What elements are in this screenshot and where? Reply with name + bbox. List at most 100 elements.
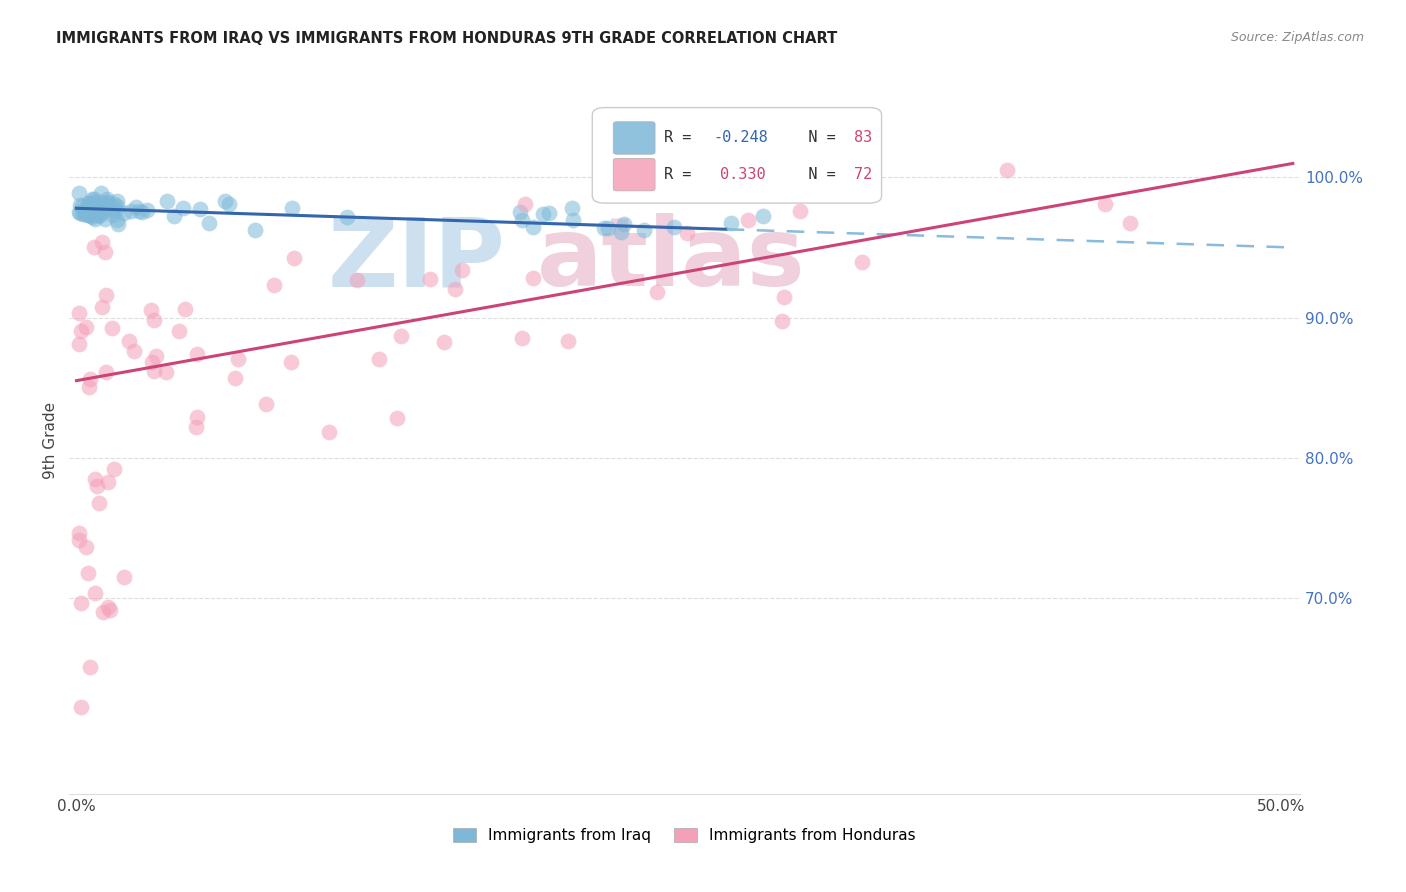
- Point: [96, 192, 118, 206]
- Point: [83, 195, 105, 210]
- Point: [76, 566, 98, 580]
- Point: [645, 285, 668, 299]
- Point: [75, 207, 97, 221]
- Point: [83, 192, 105, 206]
- Point: [598, 220, 620, 235]
- Point: [105, 194, 128, 209]
- Point: [91, 605, 114, 619]
- Point: [77, 208, 100, 222]
- Point: [70, 700, 93, 714]
- Point: [280, 354, 302, 368]
- Point: [79, 660, 101, 674]
- Point: [97, 195, 120, 210]
- Point: [142, 312, 165, 326]
- Point: [117, 334, 139, 348]
- Point: [135, 202, 157, 217]
- Point: [80, 192, 103, 206]
- Point: [633, 223, 655, 237]
- Point: [91, 235, 114, 250]
- Point: [70, 324, 93, 338]
- Point: [83, 211, 105, 226]
- Point: [87, 202, 110, 216]
- Point: [770, 314, 793, 328]
- Point: [79, 209, 101, 223]
- Point: [224, 371, 246, 385]
- Point: [156, 194, 179, 209]
- Text: N =: N =: [780, 130, 845, 145]
- Point: [510, 331, 533, 345]
- Point: [522, 219, 544, 234]
- Point: [79, 207, 101, 221]
- Point: [610, 225, 633, 239]
- Point: [593, 221, 616, 235]
- Point: [145, 350, 167, 364]
- Point: [557, 334, 579, 348]
- Point: [662, 220, 685, 235]
- Point: [125, 200, 148, 214]
- Point: [218, 197, 240, 211]
- Point: [346, 272, 368, 286]
- Point: [531, 207, 554, 221]
- Point: [76, 195, 98, 210]
- Point: [87, 200, 110, 214]
- Point: [94, 201, 117, 215]
- Point: [186, 347, 208, 361]
- Text: ZIP: ZIP: [328, 213, 506, 306]
- Point: [75, 540, 97, 554]
- Point: [444, 282, 467, 296]
- Point: [82, 210, 104, 224]
- Point: [752, 209, 775, 223]
- Point: [82, 201, 104, 215]
- Point: [79, 372, 101, 386]
- Point: [77, 208, 100, 222]
- Point: [72, 206, 94, 220]
- Legend: Immigrants from Iraq, Immigrants from Honduras: Immigrants from Iraq, Immigrants from Ho…: [453, 828, 917, 843]
- Point: [263, 278, 285, 293]
- Point: [96, 288, 118, 302]
- Point: [93, 245, 115, 260]
- Point: [73, 204, 96, 219]
- Text: 83: 83: [855, 130, 873, 145]
- Point: [186, 419, 208, 434]
- Point: [368, 352, 391, 367]
- Text: Source: ZipAtlas.com: Source: ZipAtlas.com: [1230, 31, 1364, 45]
- Point: [83, 472, 105, 486]
- Point: [100, 321, 122, 335]
- Point: [94, 211, 117, 226]
- Point: [851, 254, 873, 268]
- Point: [72, 199, 94, 213]
- Point: [120, 204, 142, 219]
- Point: [76, 205, 98, 219]
- Point: [105, 199, 128, 213]
- Point: [280, 201, 302, 215]
- Text: IMMIGRANTS FROM IRAQ VS IMMIGRANTS FROM HONDURAS 9TH GRADE CORRELATION CHART: IMMIGRANTS FROM IRAQ VS IMMIGRANTS FROM …: [56, 31, 838, 46]
- Point: [97, 475, 120, 489]
- Point: [509, 205, 531, 219]
- Point: [737, 213, 759, 227]
- Point: [87, 496, 110, 510]
- Point: [336, 210, 359, 224]
- Point: [105, 213, 128, 227]
- Point: [385, 411, 408, 425]
- Point: [69, 206, 91, 220]
- Text: N =: N =: [780, 167, 845, 182]
- Point: [86, 479, 108, 493]
- Point: [124, 344, 146, 359]
- Point: [67, 533, 90, 547]
- Point: [96, 365, 118, 379]
- FancyBboxPatch shape: [613, 158, 655, 191]
- Point: [84, 586, 107, 600]
- Text: atlas: atlas: [537, 213, 806, 306]
- Point: [103, 197, 125, 211]
- Point: [186, 409, 208, 424]
- Point: [245, 223, 267, 237]
- Point: [90, 194, 112, 209]
- Point: [83, 202, 105, 217]
- Point: [67, 526, 90, 541]
- Point: [114, 206, 136, 220]
- FancyBboxPatch shape: [592, 108, 882, 203]
- Y-axis label: 9th Grade: 9th Grade: [44, 401, 58, 479]
- Point: [995, 163, 1018, 178]
- Point: [1118, 216, 1140, 230]
- Text: R =: R =: [664, 167, 709, 182]
